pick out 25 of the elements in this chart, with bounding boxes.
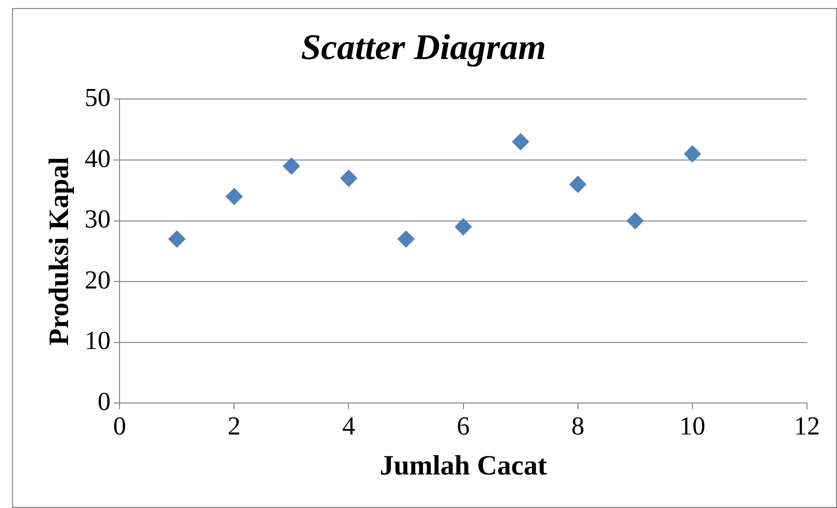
x-tick-label: 10	[679, 412, 706, 441]
point	[168, 230, 186, 248]
y-tick-label: 10	[84, 326, 111, 356]
y-tick-label: 20	[84, 265, 111, 294]
x-tick-label: 4	[342, 412, 356, 441]
chart-title: Scatter Diagram	[300, 26, 546, 67]
y-axis-title: Produksi Kapal	[44, 156, 76, 346]
point	[512, 133, 530, 150]
y-tick-label: 50	[84, 83, 111, 112]
x-tick-label: 6	[456, 412, 470, 441]
point	[454, 218, 472, 236]
point	[569, 176, 586, 193]
point	[398, 230, 415, 248]
y-tick-label: 30	[84, 204, 111, 234]
x-tick-label: 2	[228, 412, 241, 441]
x-tick-label: 8	[571, 412, 584, 441]
point	[684, 145, 701, 162]
point	[226, 188, 243, 205]
point	[626, 212, 644, 230]
x-tick-label: 12	[794, 412, 820, 441]
x-axis-title: Jumlah Cacat	[380, 450, 548, 482]
point	[340, 170, 358, 187]
y-tick-label: 0	[98, 387, 111, 416]
point	[282, 158, 300, 175]
y-tick-label: 40	[84, 144, 111, 173]
